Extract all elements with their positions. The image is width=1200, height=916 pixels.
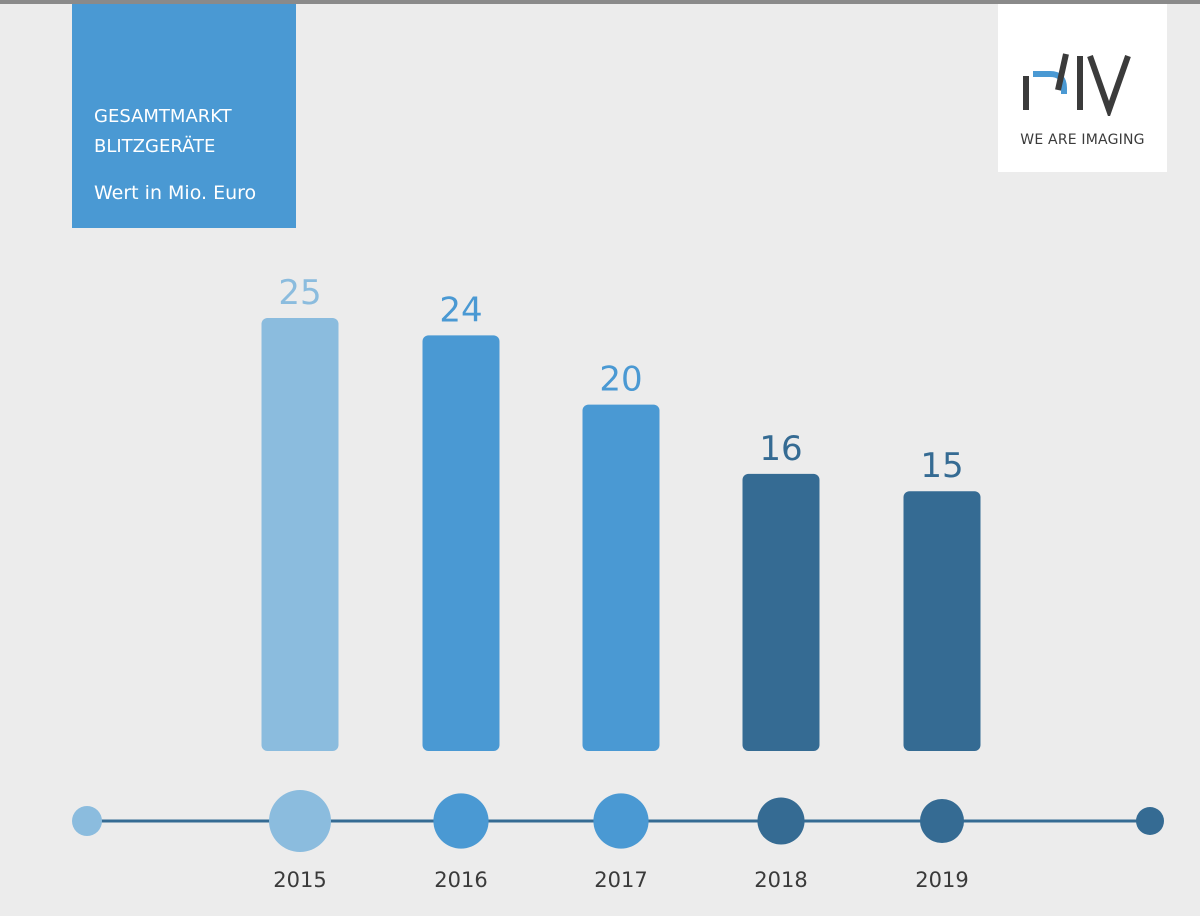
bar-2017	[582, 404, 660, 751]
value-label-2019: 15	[920, 446, 963, 486]
piv-logo-icon	[1023, 53, 1131, 116]
year-markers	[269, 790, 965, 852]
bars	[261, 318, 981, 751]
timeline-start-dot	[72, 806, 102, 836]
year-marker-2017	[593, 793, 649, 849]
chart-unit-label: Wert in Mio. Euro	[94, 182, 257, 204]
year-marker-2016	[433, 793, 489, 849]
logo-tagline: WE ARE IMAGING	[1020, 132, 1145, 148]
bar-2016	[422, 335, 500, 751]
chart-title-line1: GESAMTMARKT	[94, 106, 232, 127]
year-marker-2015	[269, 790, 331, 852]
year-label-2015: 2015	[273, 868, 326, 892]
value-label-2017: 20	[599, 360, 642, 400]
year-label-2016: 2016	[434, 868, 487, 892]
year-marker-2019	[919, 798, 965, 844]
top-rule	[0, 0, 1200, 4]
value-label-2018: 16	[759, 429, 802, 469]
year-marker-2018	[757, 797, 805, 845]
year-label-2018: 2018	[754, 868, 807, 892]
year-labels: 2015 2016 2017 2018 2019	[273, 868, 968, 892]
bar-2018	[742, 473, 820, 751]
year-label-2017: 2017	[594, 868, 647, 892]
chart-title-box: GESAMTMARKT BLITZGERÄTE Wert in Mio. Eur…	[72, 4, 296, 228]
bar-2019	[903, 491, 981, 751]
year-label-2019: 2019	[915, 868, 968, 892]
value-labels: 25 24 20 16 15	[278, 273, 963, 486]
value-label-2016: 24	[439, 290, 482, 330]
logo-box: WE ARE IMAGING	[998, 4, 1167, 172]
value-label-2015: 25	[278, 273, 321, 313]
bar-2015	[261, 318, 339, 751]
timeline-end-dot	[1136, 807, 1164, 835]
chart-title-line2: BLITZGERÄTE	[94, 136, 216, 157]
